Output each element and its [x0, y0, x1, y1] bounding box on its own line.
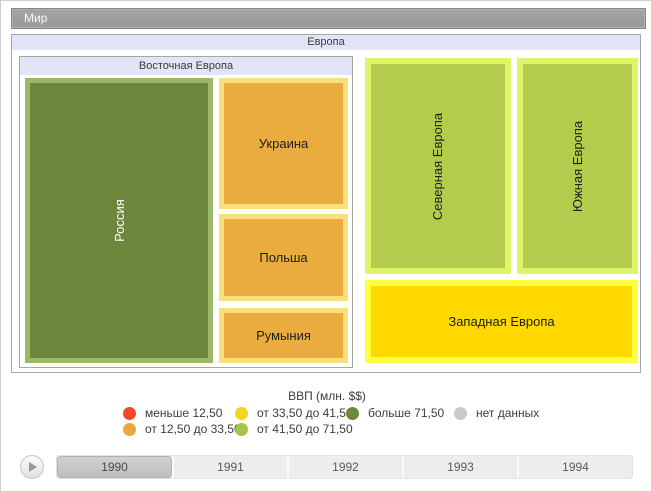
node-label-ukraine: Украина: [258, 136, 309, 151]
treemap-node-ukraine[interactable]: Украина: [219, 78, 348, 209]
node-label-western-europe: Западная Европа: [448, 314, 555, 329]
legend-item-41-50-to-71-50: от 41,50 до 71,50: [235, 422, 353, 436]
legend-label: от 33,50 до 41,50: [257, 406, 353, 420]
year-button-1994[interactable]: 1994: [517, 456, 632, 478]
legend-label: от 41,50 до 71,50: [257, 422, 353, 436]
play-button[interactable]: [20, 455, 44, 479]
year-button-1990[interactable]: 1990: [57, 456, 172, 478]
treemap-node-romania[interactable]: Румыния: [219, 308, 348, 363]
legend-dot-yellow: [235, 406, 248, 420]
europe-group-header[interactable]: Европа: [12, 35, 640, 50]
treemap-node-northern-europe[interactable]: Северная Европа: [365, 58, 511, 274]
legend-label: от 12,50 до 33,50: [145, 422, 241, 436]
legend-label: больше 71,50: [368, 406, 445, 420]
legend-item-12-50-to-33-50: от 12,50 до 33,50: [123, 422, 241, 436]
treemap-node-russia[interactable]: Россия: [25, 78, 213, 363]
legend-dot-gray: [454, 406, 467, 420]
treemap-node-poland[interactable]: Польша: [219, 214, 348, 301]
eastern-europe-group-header[interactable]: Восточная Европа: [20, 57, 352, 75]
legend-title: ВВП (млн. $$): [288, 389, 366, 403]
legend-dot-orange: [123, 422, 136, 436]
legend-label: нет данных: [476, 406, 540, 420]
legend-label: меньше 12,50: [145, 406, 223, 420]
year-button-1992[interactable]: 1992: [287, 456, 402, 478]
node-label-romania: Румыния: [256, 328, 311, 343]
year-button-1991[interactable]: 1991: [172, 456, 287, 478]
treemap-node-southern-europe[interactable]: Южная Европа: [517, 58, 638, 274]
legend-dot-light-green: [235, 422, 248, 436]
legend-item-more-71-50: больше 71,50: [346, 406, 444, 420]
legend-dot-red: [123, 406, 136, 420]
play-icon: [29, 462, 37, 472]
legend-item-less-12-50: меньше 12,50: [123, 406, 222, 420]
treemap-node-western-europe[interactable]: Западная Европа: [365, 280, 638, 363]
year-button-1993[interactable]: 1993: [402, 456, 517, 478]
node-label-russia: Россия: [111, 199, 127, 242]
timeline-year-bar: 1990 1991 1992 1993 1994: [56, 455, 633, 479]
node-label-poland: Польша: [259, 250, 308, 265]
breadcrumb-world[interactable]: Мир: [11, 8, 646, 29]
node-label-southern-europe: Южная Европа: [569, 120, 585, 212]
legend-dot-dark-green: [346, 406, 359, 420]
breadcrumb-label: Мир: [24, 11, 48, 25]
node-label-northern-europe: Северная Европа: [430, 112, 446, 220]
legend-item-33-50-to-41-50: от 33,50 до 41,50: [235, 406, 353, 420]
legend-item-no-data: нет данных: [454, 406, 539, 420]
